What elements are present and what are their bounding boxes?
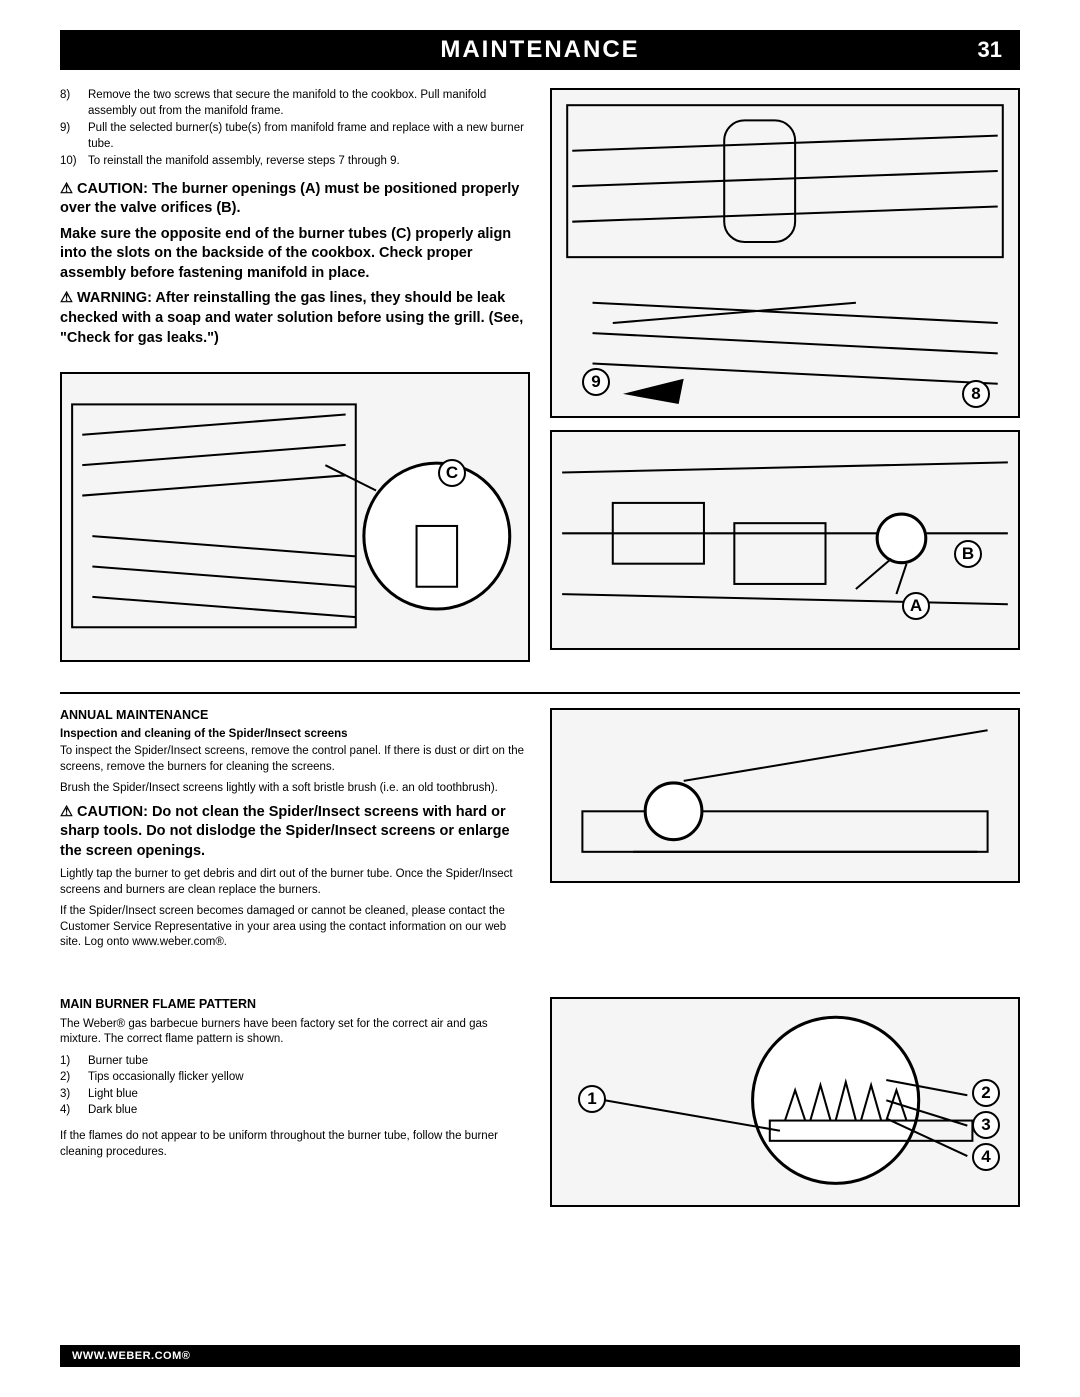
flame-p2: If the flames do not appear to be unifor… [60, 1129, 530, 1160]
page-footer: WWW.WEBER.COM® [60, 1345, 1020, 1367]
step-number: 9) [60, 121, 88, 152]
left-column: 8) Remove the two screws that secure the… [60, 88, 530, 662]
flame-item-1: 1) Burner tube [60, 1054, 530, 1070]
callout-A: A [902, 592, 930, 620]
annual-maintenance-row: ANNUAL MAINTENANCE Inspection and cleani… [60, 708, 1020, 957]
step-number: 8) [60, 88, 88, 119]
callout-9: 9 [582, 368, 610, 396]
legend-num: 2) [60, 1070, 88, 1086]
step-text: Remove the two screws that secure the ma… [88, 88, 530, 119]
legend-text: Light blue [88, 1087, 530, 1103]
annual-diagram-column [550, 708, 1020, 957]
callout-8: 8 [962, 380, 990, 408]
warning-text: WARNING: After reinstalling the gas line… [60, 290, 523, 345]
step-text: Pull the selected burner(s) tube(s) from… [88, 121, 530, 152]
legend-text: Burner tube [88, 1054, 530, 1070]
step-9: 9) Pull the selected burner(s) tube(s) f… [60, 121, 530, 152]
callout-4: 4 [972, 1143, 1000, 1171]
flame-diagram-column: 1 2 3 4 [550, 997, 1020, 1207]
diagram-remove-burner: 9 8 [550, 88, 1020, 418]
header-title: MAINTENANCE [440, 36, 639, 64]
legend-num: 1) [60, 1054, 88, 1070]
flame-item-2: 2) Tips occasionally flicker yellow [60, 1070, 530, 1086]
callout-2: 2 [972, 1079, 1000, 1107]
page-number: 31 [978, 37, 1002, 63]
caution-text: CAUTION: The burner openings (A) must be… [60, 181, 519, 217]
top-content: 8) Remove the two screws that secure the… [60, 88, 1020, 662]
right-column: 9 8 B A [550, 88, 1020, 662]
warning-gas-leak: ⚠ WARNING: After reinstalling the gas li… [60, 289, 530, 348]
flame-title: MAIN BURNER FLAME PATTERN [60, 997, 530, 1011]
footer-url: WWW.WEBER.COM® [72, 1350, 190, 1362]
annual-title: ANNUAL MAINTENANCE [60, 708, 530, 722]
annual-p3: Lightly tap the burner to get debris and… [60, 867, 530, 898]
step-list: 8) Remove the two screws that secure the… [60, 88, 530, 170]
annual-subtitle: Inspection and cleaning of the Spider/In… [60, 728, 530, 740]
alignment-note: Make sure the opposite end of the burner… [60, 225, 530, 284]
legend-num: 4) [60, 1103, 88, 1119]
warning-icon: ⚠ [60, 289, 73, 309]
diagram-cookbox-slot: C [60, 372, 530, 662]
warning-icon: ⚠ [60, 180, 73, 200]
flame-p1: The Weber® gas barbecue burners have bee… [60, 1017, 530, 1048]
annual-p4: If the Spider/Insect screen becomes dama… [60, 904, 530, 951]
caution-screens-text: CAUTION: Do not clean the Spider/Insect … [60, 804, 510, 859]
flame-pattern-row: MAIN BURNER FLAME PATTERN The Weber® gas… [60, 997, 1020, 1207]
callout-C: C [438, 459, 466, 487]
annual-p2: Brush the Spider/Insect screens lightly … [60, 781, 530, 797]
callout-B: B [954, 540, 982, 568]
diagram-brush-screen [550, 708, 1020, 883]
annual-p1: To inspect the Spider/Insect screens, re… [60, 744, 530, 775]
flame-text-column: MAIN BURNER FLAME PATTERN The Weber® gas… [60, 997, 530, 1207]
flame-item-3: 3) Light blue [60, 1087, 530, 1103]
warning-icon: ⚠ [60, 803, 73, 823]
step-number: 10) [60, 154, 88, 170]
legend-text: Tips occasionally flicker yellow [88, 1070, 530, 1086]
diagram-flame-pattern: 1 2 3 4 [550, 997, 1020, 1207]
section-divider [60, 692, 1020, 694]
annual-text-column: ANNUAL MAINTENANCE Inspection and cleani… [60, 708, 530, 957]
legend-num: 3) [60, 1087, 88, 1103]
page-header: MAINTENANCE 31 [60, 30, 1020, 70]
callout-1: 1 [578, 1085, 606, 1113]
legend-text: Dark blue [88, 1103, 530, 1119]
flame-item-4: 4) Dark blue [60, 1103, 530, 1119]
flame-legend: 1) Burner tube 2) Tips occasionally flic… [60, 1054, 530, 1119]
caution-burner-openings: ⚠ CAUTION: The burner openings (A) must … [60, 180, 530, 219]
step-10: 10) To reinstall the manifold assembly, … [60, 154, 530, 170]
step-text: To reinstall the manifold assembly, reve… [88, 154, 530, 170]
callout-3: 3 [972, 1111, 1000, 1139]
diagram-orifice: B A [550, 430, 1020, 650]
caution-screens: ⚠ CAUTION: Do not clean the Spider/Insec… [60, 803, 530, 862]
step-8: 8) Remove the two screws that secure the… [60, 88, 530, 119]
